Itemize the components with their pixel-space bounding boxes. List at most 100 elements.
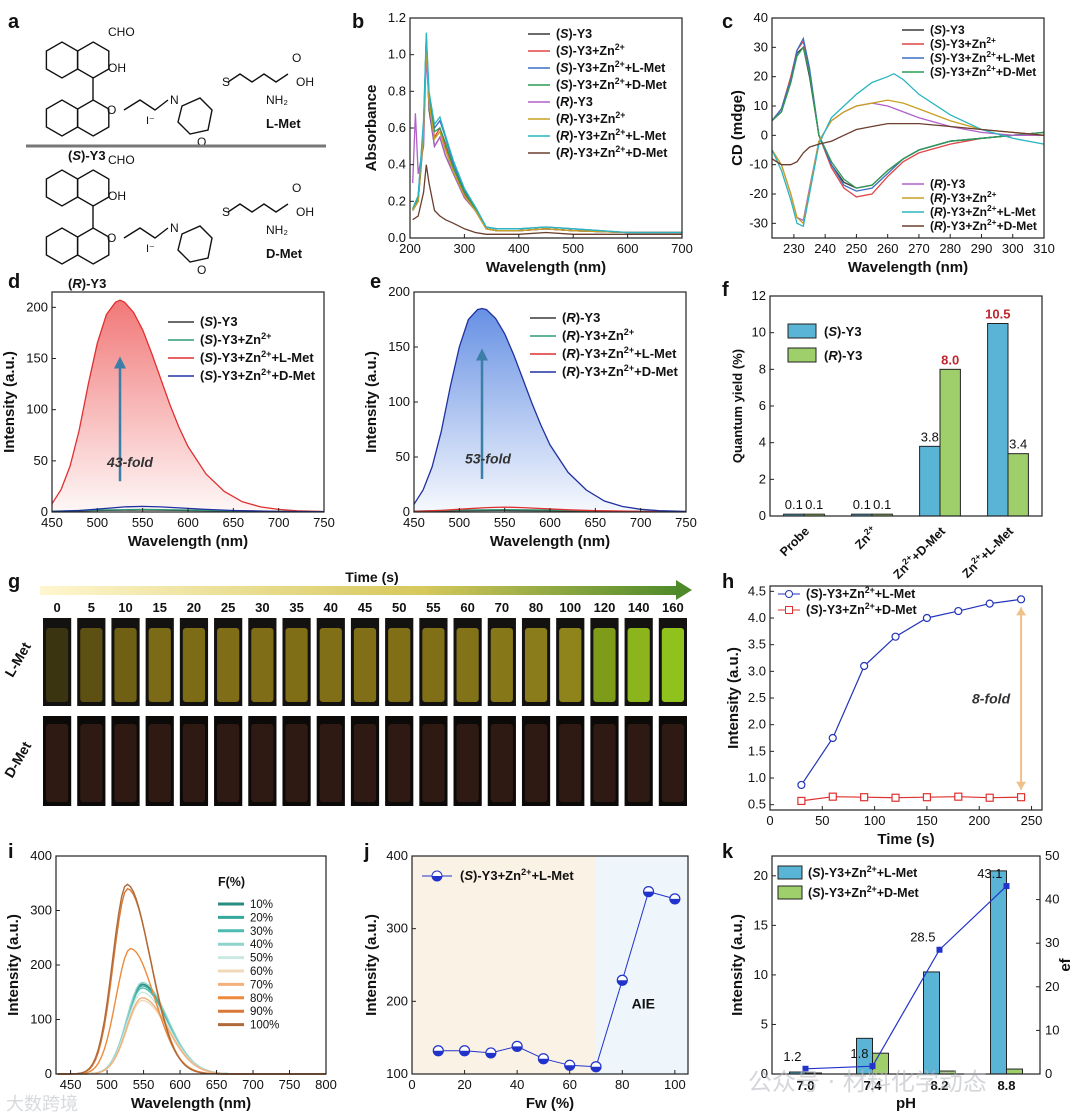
x-tick-label: 40 (510, 1077, 524, 1092)
y-tick-label: 150 (388, 339, 410, 354)
x-tick-label: 250 (1021, 813, 1043, 828)
legend-entry: 60% (250, 966, 273, 978)
amine-label: NH₂ (266, 93, 288, 107)
time-tick-label: 25 (221, 600, 235, 615)
y-tick-label: 1.5 (748, 743, 766, 758)
x-tick-label: 230 (783, 241, 805, 256)
y-tick-label: 2 (759, 471, 766, 486)
legend-marker (785, 590, 793, 598)
met-chain (227, 73, 289, 83)
vial-l-met-liquid (46, 628, 69, 702)
legend-entry: (R)-Y3+Zn2++D-Met (556, 144, 668, 160)
vial-d-met-liquid (559, 724, 582, 802)
time-tick-label: 0 (53, 600, 60, 615)
ef-value-label: 28.5 (910, 930, 935, 945)
legend-title: FW(%) (218, 875, 245, 889)
y-tick-label: 4.5 (748, 583, 766, 598)
x-tick-label: 600 (169, 1077, 191, 1092)
series-line (771, 122, 1045, 166)
vial-d-met-liquid (114, 724, 137, 802)
ring (45, 41, 79, 79)
vial-d-met-liquid (251, 724, 274, 802)
series-line (800, 598, 1022, 786)
y-axis-label: Intensity (a.u.) (363, 351, 380, 453)
vial-d-met-liquid (456, 724, 479, 802)
time-tick-label: 5 (88, 600, 95, 615)
time-tick-label: 120 (594, 600, 616, 615)
x-tick-label: 700 (630, 515, 652, 530)
iodide-label: I⁻ (146, 115, 155, 127)
legend-marker (785, 606, 793, 614)
x-axis-label: pH (896, 1095, 916, 1112)
data-point (1016, 793, 1026, 802)
y-axis-label: Intensity (a.u.) (5, 914, 22, 1016)
y-tick-label: 2.5 (748, 690, 766, 705)
y-tick-label: 10 (754, 967, 768, 982)
y-tick-label: 4 (759, 435, 766, 450)
y-tick-label: -30 (749, 215, 768, 230)
vial-l-met-liquid (182, 628, 206, 702)
x-tick-label: 600 (617, 241, 639, 256)
y-tick-label: 1.2 (388, 10, 406, 25)
time-tick-label: 80 (529, 600, 543, 615)
data-point (922, 793, 932, 802)
vial-l-met-liquid (114, 628, 137, 702)
vial-d-met-liquid (388, 724, 411, 802)
compound-label: L-Met (266, 116, 301, 131)
data-point-fill (669, 898, 680, 904)
series-line (801, 796, 1022, 802)
time-arrow-head (676, 580, 692, 600)
y-axis-label: Intensity (a.u.) (729, 914, 746, 1016)
legend-entry: (R)-Y3+Zn2++L-Met (556, 127, 667, 143)
legend-entry: (R)-Y3+Zn2+ (930, 189, 997, 205)
y2-tick-label: 0 (1045, 1066, 1052, 1081)
ring (76, 41, 110, 79)
legend-swatch (787, 323, 817, 339)
y-tick-label: 0.2 (388, 193, 406, 208)
time-tick-label: 140 (628, 600, 650, 615)
y-tick-label: 12 (752, 288, 766, 303)
amine-label: NH₂ (266, 223, 288, 237)
bar (1007, 453, 1029, 517)
series-line (57, 887, 326, 1075)
x-tick-label: 750 (675, 515, 697, 530)
legend-entry: (R)-Y3 (556, 95, 593, 109)
x-tick-label: 50 (815, 813, 829, 828)
x-tick-label: 700 (242, 1077, 264, 1092)
arrow-head (114, 356, 126, 369)
x-tick-label: 80 (615, 1077, 629, 1092)
watermark-left: 大数跨境 (6, 1094, 78, 1115)
data-point (954, 606, 963, 616)
y-tick-label: 100 (26, 402, 48, 417)
y-axis-label: Quantum yield (%) (730, 349, 745, 463)
time-tick-label: 45 (358, 600, 372, 615)
ef-point (936, 946, 943, 953)
y-tick-label: 400 (30, 848, 52, 863)
legend-entry: (R)-Y3+Zn2+ (562, 327, 634, 343)
y-axis-label: Intensity (a.u.) (725, 647, 742, 749)
time-tick-label: 100 (559, 600, 581, 615)
series-line (57, 981, 326, 1075)
x-axis-label: Wavelength (nm) (490, 533, 610, 550)
series-line (412, 32, 682, 234)
x-tick-label: 0 (408, 1077, 415, 1092)
ring (45, 99, 79, 137)
legend-entry: (S)-Y3+Zn2++L-Met (200, 349, 314, 365)
arrow-head (1016, 607, 1027, 616)
legend-entry: (S)-Y3+Zn2+ (200, 331, 271, 347)
y-tick-label: 300 (386, 921, 408, 936)
x-tick-label: 550 (494, 515, 516, 530)
x-tick-label: 500 (96, 1077, 118, 1092)
x-tick-label: 100 (864, 813, 886, 828)
panel-letter: k (722, 841, 734, 863)
y-axis-label: Intensity (a.u.) (363, 914, 380, 1016)
legend-entry: 70% (250, 979, 273, 991)
y-tick-label: -20 (749, 186, 768, 201)
time-tick-label: 35 (289, 600, 303, 615)
ef-point (1003, 883, 1010, 890)
bar-value-label: 0.1 (853, 497, 871, 512)
oxygen-label: O (107, 103, 116, 117)
legend-entry: 100% (250, 1020, 279, 1032)
compound-label: D-Met (266, 246, 303, 261)
x-axis-label: Fw (%) (526, 1095, 574, 1112)
